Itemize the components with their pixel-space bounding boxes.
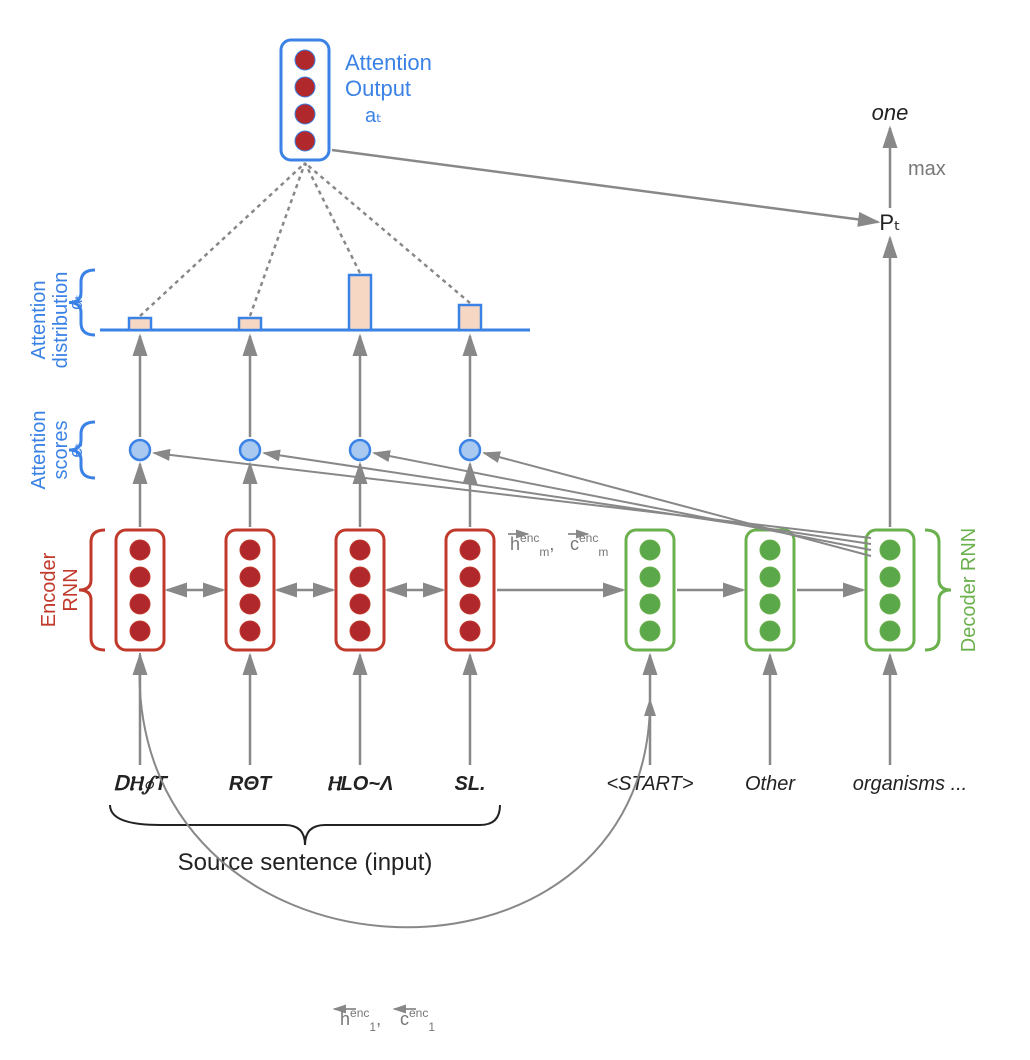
decoder-rnn-label: Decoder RNN [958,528,980,652]
one-label: one [872,100,909,125]
attention-score-0 [130,440,150,460]
attention-output-cell-dot [295,50,315,70]
encoder-cell-3-dot [460,567,480,587]
encoder-cell-2-dot [350,621,370,641]
dist-bar-0 [129,318,151,330]
source-word-1: RΘT [229,773,273,795]
backward-state-curve [139,653,650,927]
dist-bar-2 [349,275,371,330]
encoder-cell-3-dot [460,621,480,641]
attention-output-label-2: Output [345,76,411,101]
decoder-cell-0-dot [640,594,660,614]
dec-to-score-arrow-0 [154,453,871,538]
encoder-cell-0-dot [130,567,150,587]
encoder-cell-3-dot [460,594,480,614]
output-to-pt-arrow [332,150,878,222]
pt-label: Pₜ [879,210,900,235]
encoder-cell-1-dot [240,540,260,560]
encoder-cell-0-dot [130,594,150,614]
source-brace [110,805,500,845]
attention-score-2 [350,440,370,460]
c-enc-m-label: cencm [570,531,608,559]
bar-to-output-0 [140,163,305,316]
alpha-t-label: αₜ [66,294,86,310]
encoder-rnn-label: EncoderRNN [38,552,82,627]
max-label: max [908,158,946,180]
attention-output-sub: aₜ [365,105,382,127]
decoder-cell-1-dot [760,540,780,560]
bar-to-output-2 [305,163,360,273]
attention-score-1 [240,440,260,460]
encoder-cell-2-dot [350,567,370,587]
dist-bar-3 [459,305,481,330]
encoder-cell-1-dot [240,621,260,641]
attention-output-cell-dot [295,77,315,97]
decoder-word-organisms: organisms ... [853,773,967,795]
source-word-2: ⲎLO~Λ [327,773,394,795]
decoder-cell-2-dot [880,621,900,641]
encoder-cell-2-dot [350,594,370,614]
attention-dist-label: Attentiondistribution [28,272,72,369]
source-word-3: SL. [454,773,485,795]
decoder-cell-1-dot [760,594,780,614]
encoder-cell-0-dot [130,540,150,560]
decoder-cell-2-dot [880,567,900,587]
attention-output-cell-dot [295,104,315,124]
encoder-cell-3-dot [460,540,480,560]
h-enc-m-label: hencm, [510,531,554,559]
decoder-word-start: <START> [606,773,693,795]
encoder-cell-1-dot [240,594,260,614]
encoder-cell-1-dot [240,567,260,587]
dist-bar-1 [239,318,261,330]
decoder-cell-1-dot [760,567,780,587]
decoder-cell-2-dot [880,594,900,614]
decoder-cell-0-dot [640,540,660,560]
encoder-brace [79,530,105,650]
bar-to-output-3 [305,163,470,303]
attention-score-3 [460,440,480,460]
bar-to-output-1 [250,163,305,316]
decoder-brace [925,530,951,650]
e-t-label: eₜ [66,442,86,457]
decoder-word-other: Other [745,773,796,795]
encoder-cell-0-dot [130,621,150,641]
encoder-cell-2-dot [350,540,370,560]
source-sentence-label: Source sentence (input) [178,849,433,876]
attention-output-cell-dot [295,131,315,151]
decoder-cell-2-dot [880,540,900,560]
c-enc-1-label: cenc1 [400,1006,435,1034]
decoder-cell-0-dot [640,621,660,641]
dec-to-score-arrow-3 [484,453,871,556]
decoder-cell-0-dot [640,567,660,587]
attention-output-label-1: Attention [345,50,432,75]
decoder-cell-1-dot [760,621,780,641]
h-enc-1-label: henc1, [340,1006,381,1034]
